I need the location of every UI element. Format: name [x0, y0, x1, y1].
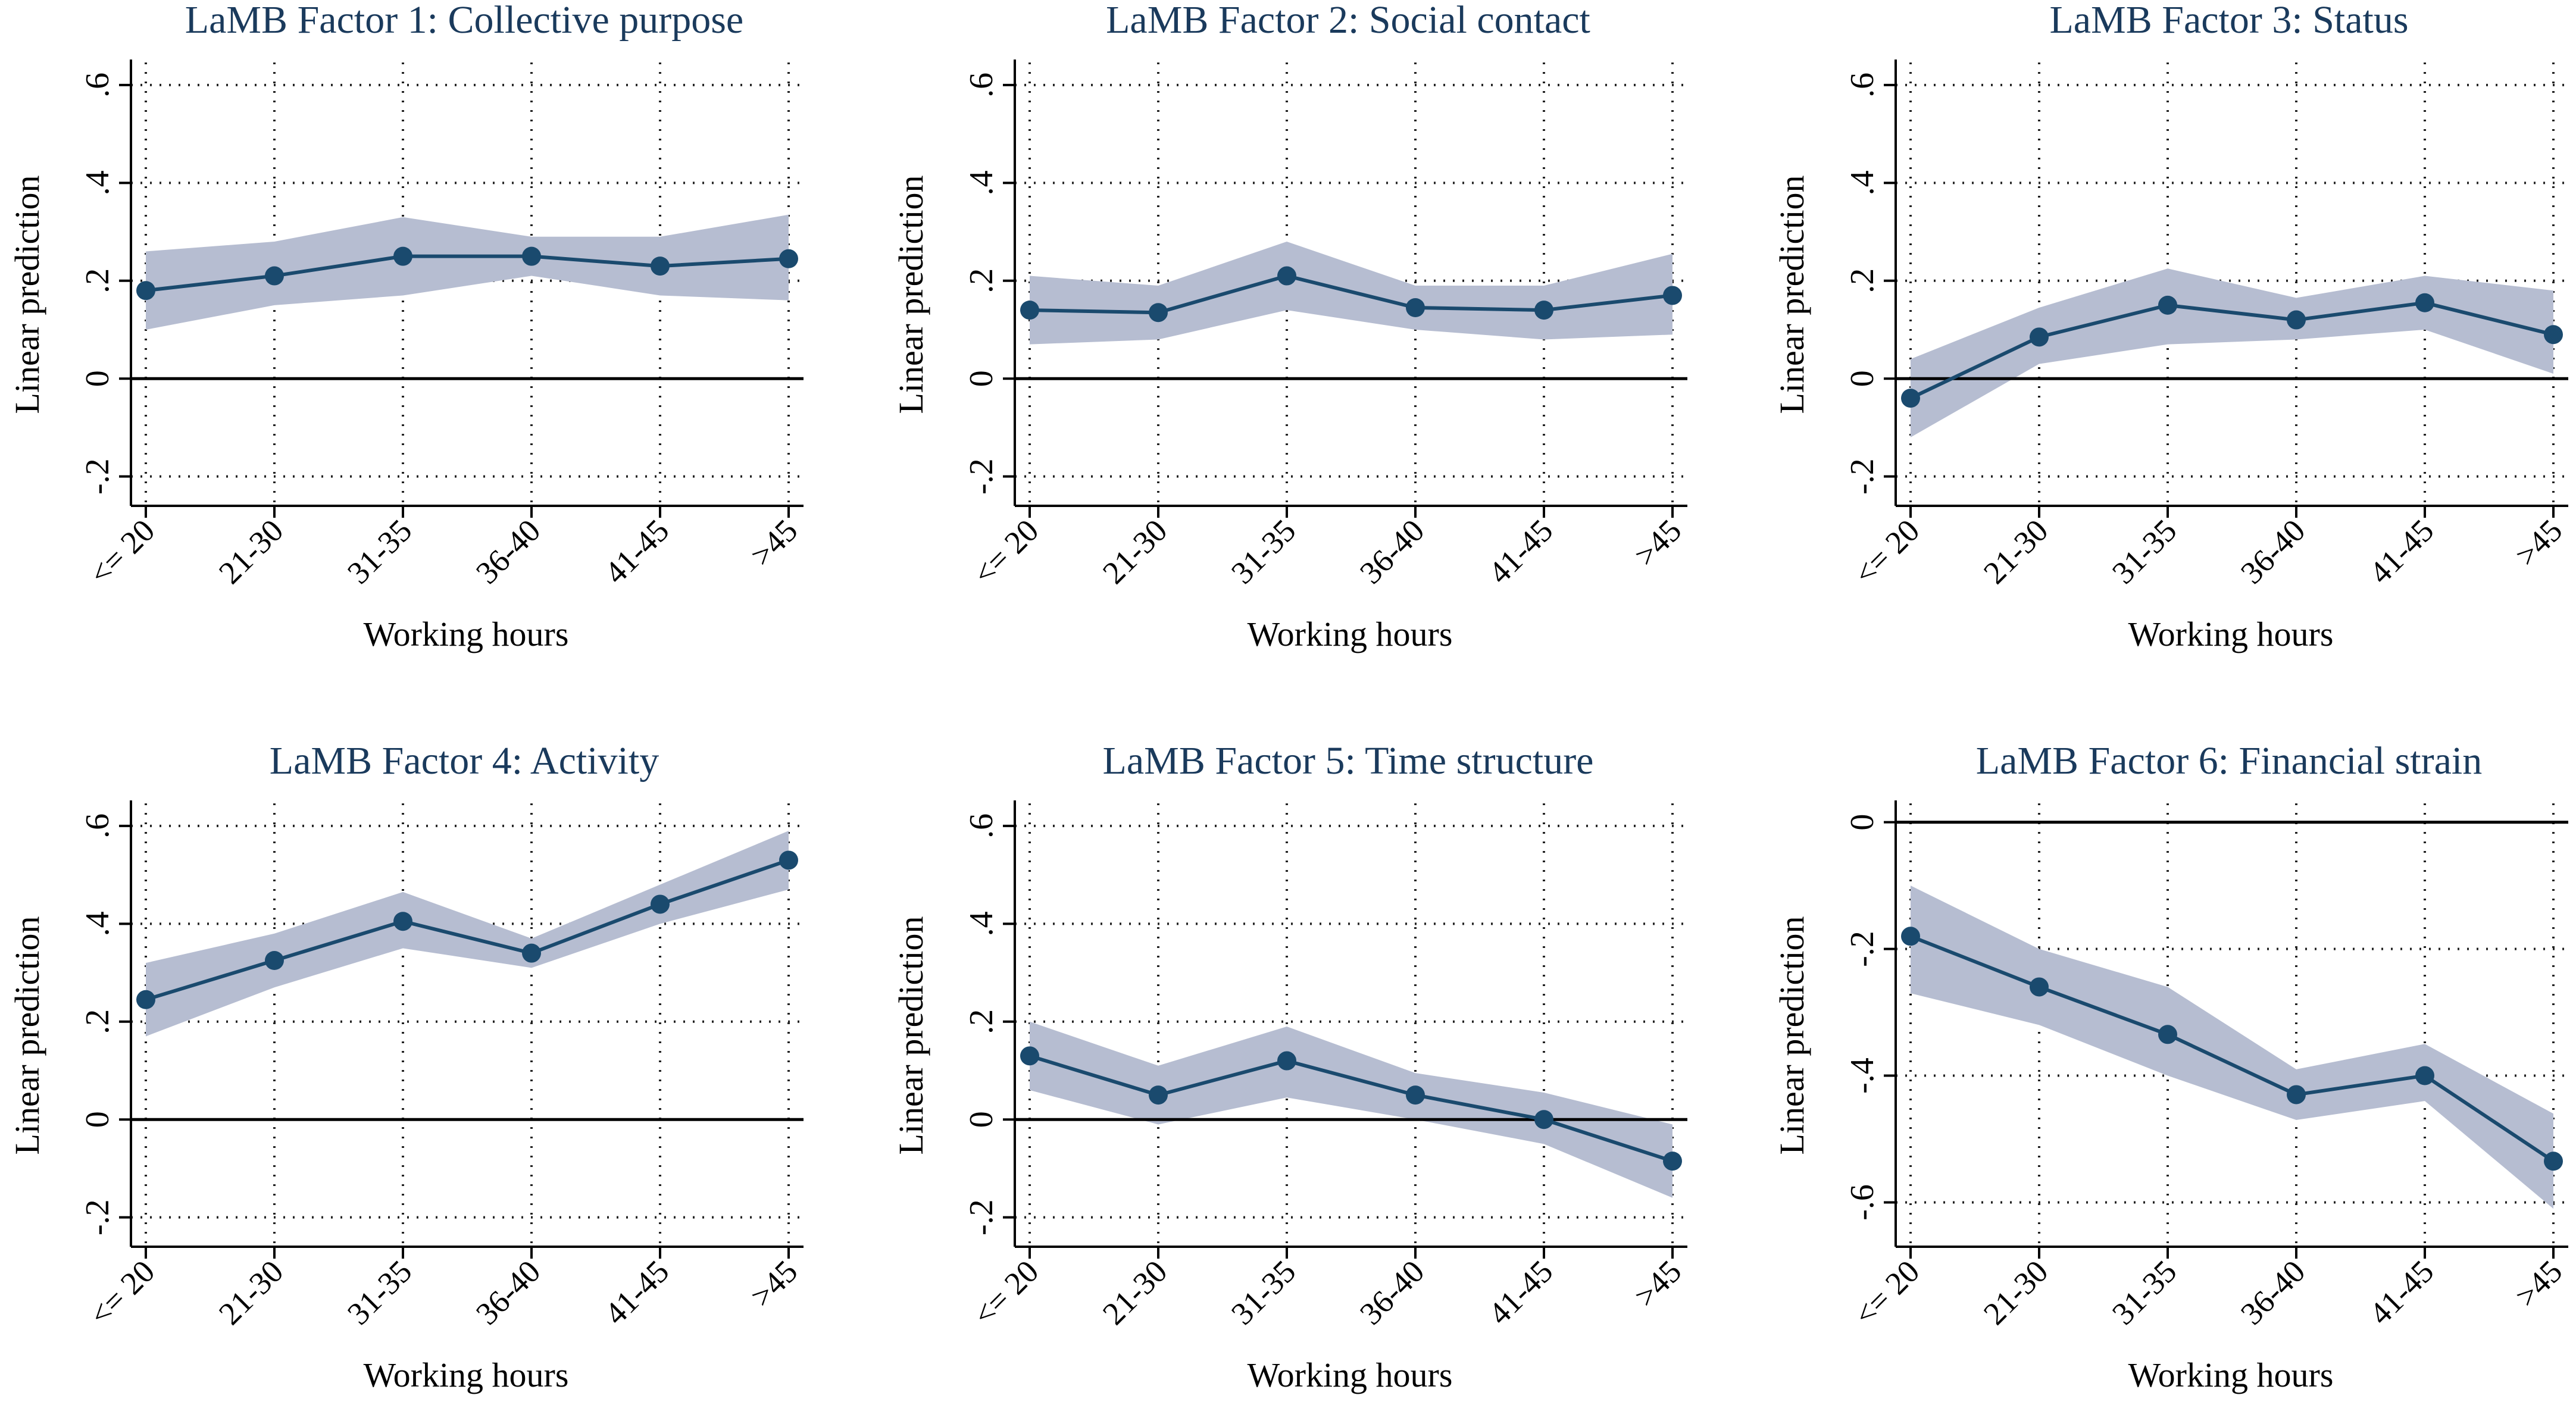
data-point [1901, 389, 1920, 408]
data-point [2287, 1085, 2306, 1105]
y-axis-title: Linear prediction [8, 916, 46, 1155]
y-tick-label: -.4 [1844, 1057, 1881, 1094]
confidence-band [1911, 268, 2553, 437]
data-point [265, 951, 284, 970]
y-axis-title: Linear prediction [1772, 176, 1811, 414]
data-point [1406, 1085, 1425, 1105]
x-axis-title: Working hours [2128, 615, 2334, 653]
confidence-band [1030, 1021, 1672, 1198]
data-point [1534, 301, 1553, 320]
y-tick-label: .4 [79, 170, 116, 195]
y-tick-label: -.2 [1844, 931, 1881, 967]
series-line [145, 858, 789, 1002]
confidence-band [146, 214, 789, 330]
chart-title: LaMB Factor 3: Status [2049, 0, 2408, 42]
data-point [1149, 303, 1168, 323]
y-tick-label: .6 [1844, 73, 1881, 98]
data-point [2030, 977, 2049, 997]
y-tick-label: 0 [963, 370, 1000, 387]
data-point [393, 246, 412, 266]
y-tick-label: .4 [1844, 170, 1881, 195]
y-tick-label: -.2 [79, 458, 116, 495]
y-axis-title: Linear prediction [8, 176, 46, 414]
data-point [779, 249, 798, 268]
data-point [1020, 301, 1039, 320]
x-axis-title: Working hours [2128, 1356, 2334, 1394]
y-tick-label: 0 [79, 370, 116, 387]
chart-title: LaMB Factor 4: Activity [270, 739, 659, 783]
y-tick-label: -.2 [1844, 458, 1881, 495]
y-tick-label: .2 [79, 268, 116, 293]
y-tick-label: .4 [963, 170, 1000, 195]
x-axis-title: Working hours [364, 615, 569, 653]
chart-title: LaMB Factor 6: Financial strain [1976, 739, 2483, 783]
data-point [651, 256, 670, 276]
data-point [2415, 293, 2434, 312]
series-line [1029, 1054, 1673, 1163]
data-point [1149, 1085, 1168, 1105]
y-tick-label: .4 [79, 911, 116, 936]
data-point [136, 281, 155, 301]
data-point [1020, 1046, 1039, 1066]
y-tick-label: 0 [1844, 370, 1881, 387]
data-point [2415, 1066, 2434, 1085]
data-point [1534, 1110, 1553, 1129]
confidence-band [146, 831, 789, 1037]
x-axis-title: Working hours [1248, 615, 1453, 653]
y-tick-label: .6 [79, 813, 116, 838]
y-tick-label: 0 [963, 1111, 1000, 1128]
data-point [393, 912, 412, 931]
chart-title: LaMB Factor 2: Social contact [1106, 0, 1590, 42]
data-point [1663, 1152, 1682, 1171]
series-line [1909, 934, 2555, 1163]
y-axis-title: Linear prediction [892, 176, 930, 414]
y-tick-label: 0 [1844, 814, 1881, 831]
y-tick-label: .4 [963, 911, 1000, 936]
chart-title: LaMB Factor 5: Time structure [1103, 739, 1594, 783]
data-point [1277, 1051, 1296, 1071]
data-point [2030, 327, 2049, 347]
data-point [2544, 1152, 2563, 1171]
data-point [1277, 266, 1296, 286]
y-axis-title: Linear prediction [892, 916, 930, 1155]
data-point [522, 943, 541, 963]
y-tick-label: .6 [79, 73, 116, 98]
confidence-band [1911, 886, 2553, 1209]
data-point [522, 246, 541, 266]
y-tick-label: -.6 [1844, 1184, 1881, 1221]
series-line [145, 254, 789, 293]
series-line [1029, 274, 1673, 315]
data-point [2287, 310, 2306, 330]
data-point [1663, 286, 1682, 305]
data-point [2158, 1025, 2177, 1044]
x-axis-title: Working hours [1248, 1356, 1453, 1394]
data-point [2158, 295, 2177, 315]
y-tick-label: .6 [963, 73, 1000, 98]
y-tick-label: .6 [963, 813, 1000, 838]
data-point [1901, 927, 1920, 946]
data-point [265, 266, 284, 286]
data-point [779, 850, 798, 870]
data-point [136, 990, 155, 1009]
y-tick-label: -.2 [963, 458, 1000, 495]
series-line [1909, 301, 2554, 400]
data-point [1406, 298, 1425, 317]
x-axis-title: Working hours [364, 1356, 569, 1394]
y-tick-label: .2 [963, 268, 1000, 293]
chart-title: LaMB Factor 1: Collective purpose [185, 0, 743, 42]
y-tick-label: .2 [1844, 268, 1881, 293]
y-axis-title: Linear prediction [1772, 916, 1811, 1155]
y-tick-label: 0 [79, 1111, 116, 1128]
y-tick-label: -.2 [963, 1199, 1000, 1235]
data-point [651, 894, 670, 914]
y-tick-label: .2 [963, 1009, 1000, 1034]
y-tick-label: .2 [79, 1009, 116, 1034]
data-point [2544, 325, 2563, 345]
y-tick-label: -.2 [79, 1199, 116, 1235]
